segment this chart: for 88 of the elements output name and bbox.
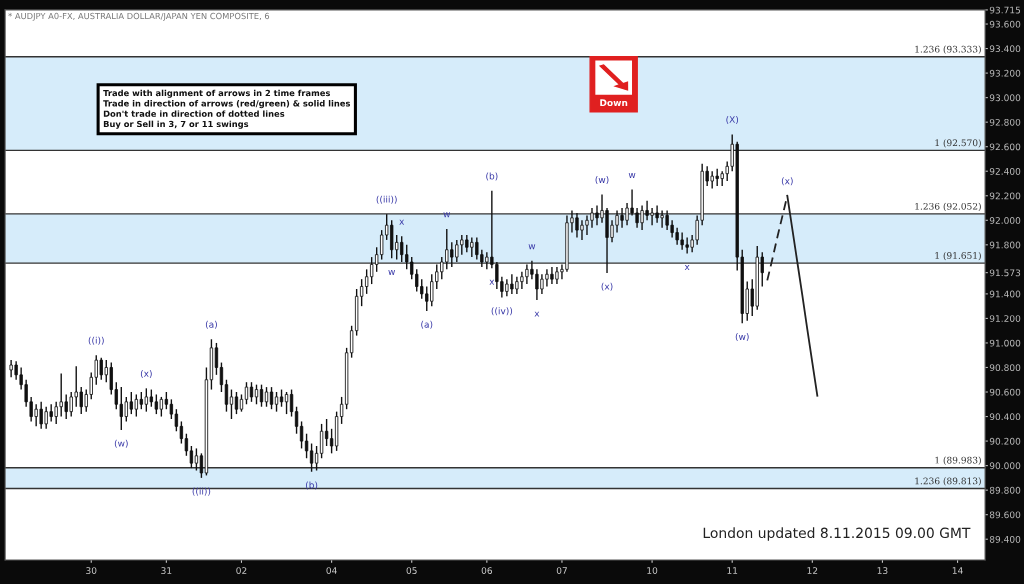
annotation: ((i)) [88, 336, 104, 345]
y-tick-label: 91.200 [989, 315, 1021, 322]
x-tick-label: 31 [161, 567, 172, 574]
candlestick [259, 383, 264, 408]
y-tick-label: 92.800 [989, 118, 1021, 126]
chart-title: * AUDJPY A0-FX, AUSTRALIA DOLLAR/JAPAN YEN COMPOSITE, 6 [8, 12, 270, 21]
candlestick [304, 433, 309, 459]
annotation: Down [600, 99, 628, 107]
x-tick-label: 05 [406, 567, 417, 574]
annotation: (x) [781, 177, 793, 186]
annotation: (b) [486, 172, 498, 181]
annotation: ((ii)) [192, 487, 211, 496]
candlestick [244, 381, 249, 405]
annotation: ((iv)) [491, 307, 513, 316]
x-tick-label: 30 [86, 567, 97, 574]
annotation: x [534, 311, 540, 317]
candlestick [254, 383, 259, 405]
x-tick-label: 11 [727, 567, 738, 574]
y-tick-label: 91.000 [989, 339, 1021, 347]
y-tick-label: 92.000 [989, 217, 1021, 224]
candlestick [229, 388, 234, 420]
ref-line-label: 1 (89.983) [935, 456, 981, 465]
y-tick-label: 89.400 [989, 535, 1021, 543]
candlestick [224, 379, 229, 413]
annotation: x [399, 219, 405, 225]
annotation: w [628, 173, 636, 179]
x-tick-label: 07 [556, 567, 567, 574]
x-tick-label: 10 [647, 567, 658, 574]
x-tick-label: 14 [952, 567, 963, 574]
candlestick [199, 452, 204, 479]
annotation: (w) [735, 333, 749, 342]
annotation: x [489, 279, 495, 285]
candlestick [319, 423, 324, 459]
y-tick-label: 91.400 [989, 290, 1021, 298]
candlestick [194, 447, 199, 472]
y-tick-label: 93.600 [989, 20, 1021, 28]
ref-line-label: 1.236 (93.333) [915, 45, 981, 54]
annotation: (a) [205, 320, 217, 329]
y-tick-label: 92.200 [989, 192, 1021, 200]
annotation: x [684, 265, 690, 270]
candlestick [249, 381, 254, 403]
x-tick-label: 02 [236, 567, 247, 574]
ref-line-label: 1 (92.570) [935, 139, 981, 148]
annotation: Trade with alignment of arrows in 2 time frames Trade in direction of arrows (red/green) & solid lines Don't trade in direction of dotted lines Buy or Sell in 3, 7 or 11 swings [103, 89, 351, 129]
y-tick-label: 90.600 [989, 388, 1021, 396]
x-tick-label: 06 [481, 567, 493, 574]
annotation: (X) [726, 115, 739, 125]
y-tick-label: 90.000 [989, 462, 1021, 470]
candlestick [299, 420, 304, 450]
y-tick-label: 93.200 [989, 69, 1021, 77]
annotation: (b) [305, 481, 318, 490]
x-tick-label: 13 [877, 567, 888, 574]
candlestick [234, 391, 239, 415]
candlestick [294, 406, 299, 435]
y-tick-label: 92.400 [989, 167, 1021, 175]
y-tick-label: 90.200 [989, 437, 1021, 445]
x-tick-label: 04 [326, 567, 337, 574]
candlestick [274, 391, 279, 413]
y-tick-label: 93.000 [989, 94, 1021, 102]
ref-line-label: 1.236 (89.813) [915, 477, 981, 486]
y-tick-label: 92.600 [989, 143, 1021, 151]
candlestick [314, 445, 319, 472]
ref-line-label: 1 (91.651) [935, 251, 981, 261]
candlestick [269, 386, 274, 410]
candlestick [309, 442, 314, 473]
y-tick-label: 89.800 [989, 486, 1021, 494]
y-tick-label: 90.800 [989, 364, 1021, 372]
y-tick-label: 93.400 [989, 45, 1021, 53]
annotation: (w) [114, 439, 128, 448]
ref-line-label: 1.236 (92.052) [915, 202, 981, 211]
y-tick-label: 93.715 [989, 6, 1021, 14]
y-tick-label: 89.600 [989, 511, 1021, 519]
annotation: (x) [140, 369, 152, 378]
annotation: (w) [595, 176, 609, 185]
candlestick [264, 386, 269, 408]
annotation: w [388, 269, 396, 275]
y-tick-label: 91.573 [989, 269, 1021, 277]
candlestick [289, 388, 294, 418]
annotation: London updated 8.11.2015 09.00 GMT [703, 527, 971, 541]
candlestick [214, 342, 219, 376]
annotation: ((iii)) [376, 195, 397, 204]
x-tick-label: 12 [807, 567, 818, 574]
annotation: (a) [421, 320, 433, 329]
y-tick-label: 90.400 [989, 413, 1021, 421]
candlestick [219, 361, 224, 393]
y-tick-label: 91.800 [989, 241, 1021, 249]
annotation: (x) [601, 282, 613, 291]
annotation: w [528, 244, 536, 250]
